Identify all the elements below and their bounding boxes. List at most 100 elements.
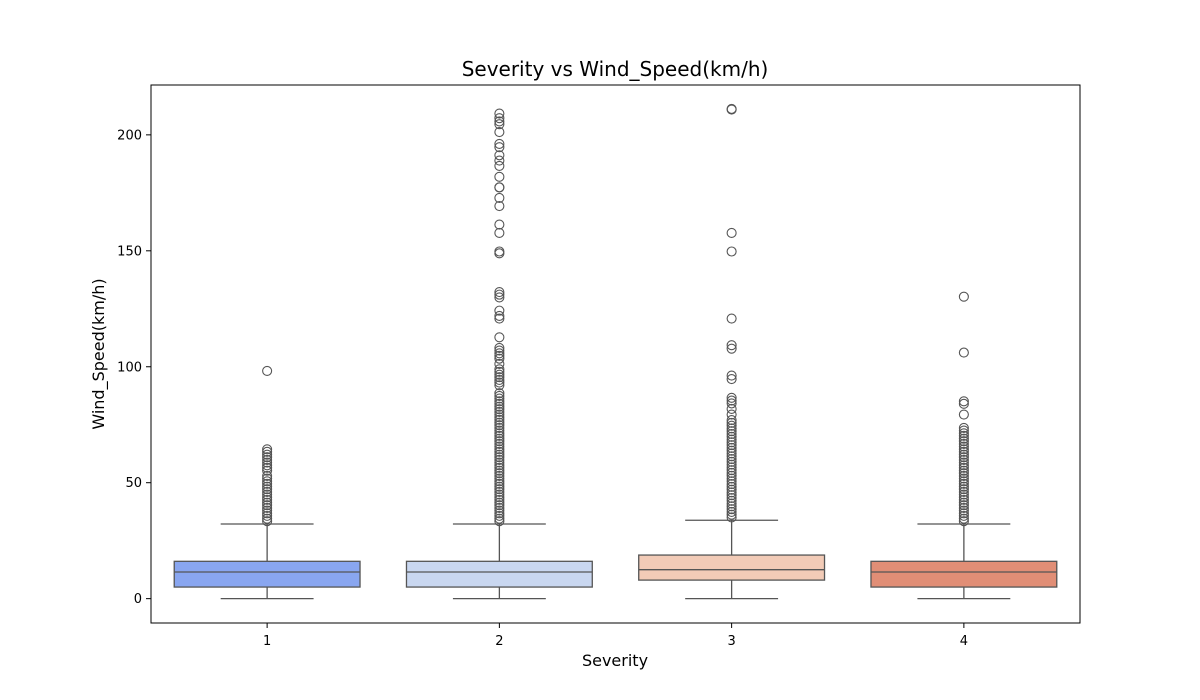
outlier-point [494,182,505,193]
outlier-point [726,392,737,403]
outlier-point [494,292,505,303]
outlier-point [494,289,505,300]
outlier-point [494,409,505,420]
outlier-point [494,505,505,516]
outlier-point [726,423,737,434]
outlier-point [726,476,737,487]
outlier-point [262,481,273,492]
outlier-point [494,444,505,455]
outlier-point [726,501,737,512]
outlier-point [958,291,969,302]
outlier-point [494,436,505,447]
outlier-point [494,465,505,476]
outlier-point [958,484,969,495]
outlier-point [494,393,505,404]
outlier-point [494,155,505,166]
outlier-point [958,347,969,358]
outlier-point [494,425,505,436]
outlier-point [494,127,505,138]
outlier-point [494,287,505,298]
outlier-point [494,348,505,359]
outlier-point [494,227,505,238]
outlier-point [958,449,969,460]
outlier-point [958,446,969,457]
outlier-point [494,430,505,441]
outlier-point [726,420,737,431]
outlier-point [262,365,273,376]
outlier-point [726,403,737,415]
box-group-2 [405,108,593,600]
outlier-point [726,512,737,523]
outlier-point [726,451,737,462]
outlier-point [494,138,505,149]
outlier-point [958,489,969,500]
outlier-point [494,404,505,415]
outlier-point [958,481,969,492]
outlier-point [494,192,505,203]
outlier-point [494,313,505,324]
outlier-point [958,486,969,498]
outlier-point [958,505,969,516]
outlier-point [494,396,505,407]
outlier-point [958,425,969,436]
outlier-point [726,492,737,504]
outlier-point [958,476,969,487]
outlier-point [494,119,505,130]
outlier-point [958,457,969,468]
outlier-point [726,246,737,257]
outlier-point [958,438,969,450]
outlier-point [262,449,273,460]
outlier-point [726,487,737,498]
outlier-point [726,484,737,495]
outlier-point [494,113,505,124]
outlier-point [494,219,505,230]
outlier-point [958,465,969,476]
outlier-point [262,465,273,476]
outlier-point [494,510,505,521]
outlier-point [726,343,737,354]
outlier-point [726,453,737,465]
outlier-point [726,481,737,492]
outlier-point [262,460,273,471]
x-axis-label: Severity [582,651,648,670]
outlier-point [262,489,273,500]
outlier-point [958,492,969,503]
outlier-point [494,513,505,524]
box-group-3 [638,103,826,600]
outlier-point [726,465,737,476]
outlier-point [958,470,969,482]
outlier-point [262,500,273,511]
outlier-point [726,395,737,406]
outlier-point [494,468,505,479]
outlier-point [958,460,969,471]
outlier-point [494,481,505,492]
outlier-point [726,498,737,509]
outlier-point [494,449,505,460]
outlier-point [958,430,969,441]
outlier-point [726,340,737,351]
iqr-box [870,560,1058,588]
outlier-point [726,440,737,451]
outlier-point [262,486,273,498]
outlier-point [262,510,273,521]
outlier-point [262,462,273,473]
outlier-point [494,452,505,463]
outlier-point [958,497,969,508]
outlier-point [726,448,737,459]
outlier-point [494,398,505,409]
outlier-point [262,454,273,466]
outlier-point [726,462,737,473]
outlier-point [494,358,505,370]
outlier-point [726,434,737,445]
outlier-point [494,388,505,399]
outlier-point [494,508,505,519]
outlier-point [494,462,505,473]
outlier-point [494,374,505,386]
outlier-point [494,500,505,511]
outlier-point [958,494,969,505]
box-group-1 [173,365,361,600]
outlier-point [726,490,737,501]
outlier-point [958,422,969,434]
outlier-point [262,513,273,524]
